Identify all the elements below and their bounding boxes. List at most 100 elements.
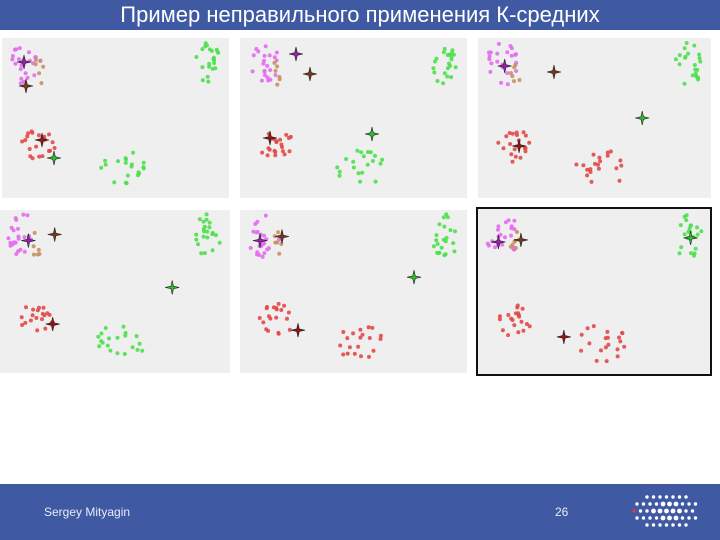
data-point	[498, 232, 503, 237]
data-point	[523, 133, 528, 138]
data-point	[441, 215, 446, 220]
data-point	[201, 234, 206, 239]
data-point	[683, 55, 688, 60]
data-point	[678, 223, 683, 228]
data-point	[615, 347, 620, 352]
data-point	[25, 213, 30, 218]
data-point	[263, 44, 268, 49]
data-point	[344, 157, 349, 161]
data-point	[515, 303, 520, 308]
data-point	[205, 43, 209, 48]
data-point	[107, 336, 111, 341]
data-point	[285, 316, 289, 321]
data-point	[371, 348, 376, 353]
data-point	[495, 59, 500, 64]
data-point	[689, 251, 693, 256]
data-point	[441, 50, 446, 55]
data-point	[605, 335, 610, 340]
data-point	[445, 74, 450, 79]
data-point	[37, 305, 41, 310]
data-point	[31, 244, 36, 249]
centroid-marker	[45, 317, 60, 332]
data-point	[442, 46, 447, 51]
scatter-plot	[487, 41, 703, 184]
data-point	[265, 247, 270, 252]
data-point	[579, 332, 584, 337]
data-point	[105, 343, 110, 348]
data-point	[434, 238, 439, 243]
centroid-marker	[491, 234, 506, 250]
logo-dot	[693, 516, 698, 520]
data-point	[434, 233, 439, 238]
data-point	[370, 159, 375, 163]
data-point	[435, 242, 440, 246]
kmeans-panel-3	[478, 38, 711, 198]
data-point	[505, 82, 510, 87]
logo-dot	[664, 523, 669, 527]
data-point	[368, 150, 373, 155]
data-point	[279, 142, 284, 147]
data-point	[50, 140, 55, 145]
data-point	[18, 81, 23, 86]
logo-dot	[684, 509, 688, 513]
data-point	[273, 73, 278, 78]
data-point	[21, 212, 26, 217]
logo-dot	[667, 501, 672, 507]
data-point	[10, 57, 15, 62]
data-point	[17, 46, 22, 51]
logo-dot	[667, 515, 672, 521]
data-point	[211, 55, 216, 60]
data-point	[435, 79, 440, 83]
logo-dot	[645, 495, 649, 499]
data-point	[260, 150, 265, 155]
data-point	[615, 354, 620, 359]
data-point	[449, 75, 454, 80]
data-point	[579, 348, 584, 353]
data-point	[274, 140, 279, 145]
centroid-marker	[21, 233, 36, 248]
author-name: Sergey Mityagin	[44, 505, 131, 519]
data-point	[210, 232, 215, 237]
data-point	[202, 251, 207, 256]
data-point	[596, 166, 601, 171]
data-point	[435, 250, 440, 255]
data-point	[30, 156, 35, 161]
data-point	[103, 158, 108, 163]
data-point	[266, 78, 271, 83]
data-point	[512, 227, 517, 232]
data-point	[337, 169, 342, 174]
data-point	[448, 228, 453, 233]
data-point	[361, 154, 366, 159]
data-point	[14, 217, 19, 222]
data-point	[99, 165, 104, 170]
data-point	[513, 246, 518, 250]
data-point	[585, 173, 590, 178]
data-point	[199, 251, 204, 256]
data-point	[274, 50, 279, 55]
data-point	[257, 316, 262, 320]
data-point	[200, 65, 205, 70]
data-point	[444, 212, 449, 217]
logo-dot	[658, 495, 662, 499]
logo-dot	[677, 523, 682, 527]
data-point	[205, 235, 210, 240]
data-point	[125, 173, 130, 178]
data-point	[99, 339, 104, 344]
data-point	[692, 63, 697, 67]
data-point	[510, 131, 515, 136]
data-point	[605, 329, 610, 334]
data-point	[6, 236, 11, 241]
data-point	[695, 225, 699, 230]
centroid-marker	[406, 270, 422, 285]
data-point	[594, 358, 599, 363]
data-point	[34, 316, 39, 320]
data-point	[279, 242, 284, 246]
centroid-marker	[290, 323, 306, 338]
data-point	[518, 155, 523, 160]
data-point	[699, 229, 704, 234]
data-point	[115, 335, 120, 340]
data-point	[512, 218, 517, 223]
data-point	[206, 79, 211, 84]
data-point	[194, 232, 199, 237]
data-point	[201, 227, 206, 232]
